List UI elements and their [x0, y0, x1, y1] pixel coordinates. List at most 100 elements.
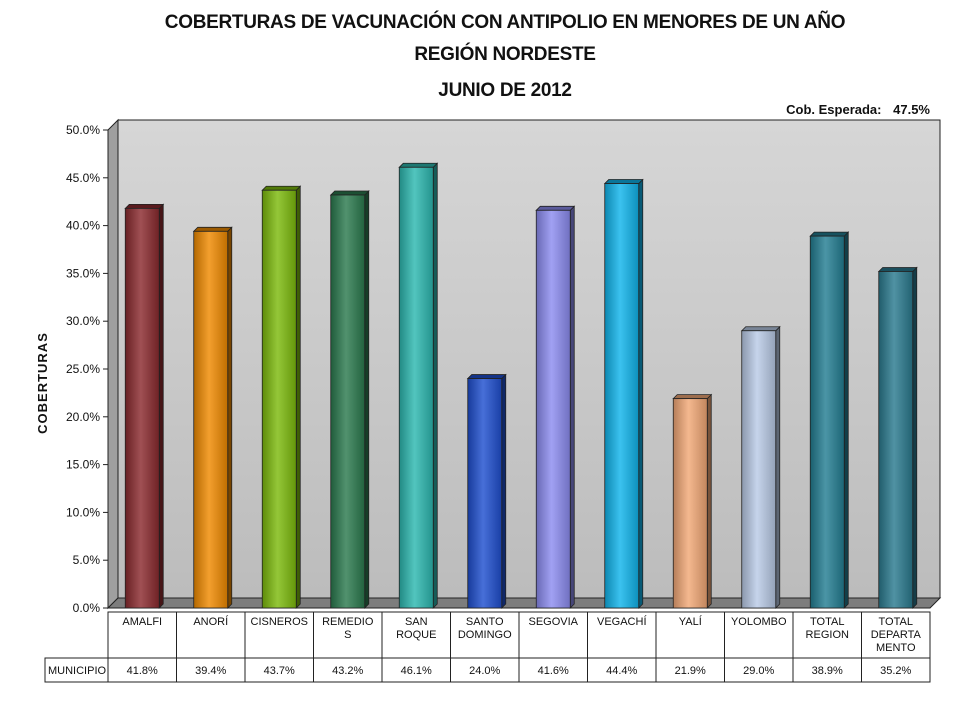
bar-front [398, 166, 434, 609]
value-label: 43.7% [264, 665, 295, 677]
category-label: YALÍ [679, 615, 703, 628]
bar-top [124, 203, 165, 209]
value-label: 29.0% [743, 665, 774, 677]
y-axis: 0.0% 5.0% 10.0% 15.0% 20.0% 25.0% 30.0% 35.0% 40… [35, 123, 108, 615]
expected-coverage-value: 47.5% [893, 102, 930, 117]
bar-top [466, 374, 507, 379]
data-table: MUNICIPIO AMALFI 41.8% ANORÍ 39.4% CISNEROS 43… [44, 611, 931, 683]
bar-top [740, 326, 781, 332]
value-label: 43.2% [332, 665, 363, 677]
bar-front [604, 183, 640, 609]
bar-front [809, 235, 845, 609]
bar-front [741, 330, 777, 609]
value-label: 39.4% [195, 665, 226, 677]
category-label: AMALFI [122, 616, 162, 628]
value-label: 41.6% [538, 665, 569, 677]
y-tick-label: 40.0% [66, 219, 100, 233]
bar-side [432, 162, 438, 609]
category-label: YOLOMBO [731, 616, 787, 628]
category-label: TOTAL [879, 616, 913, 628]
expected-coverage-label: Cob. Esperada: [786, 102, 882, 117]
bar-side [912, 266, 918, 609]
bar-top [672, 394, 713, 400]
bar [398, 162, 439, 609]
value-label: 41.8% [127, 665, 158, 677]
category-label: REMEDIO [322, 616, 374, 628]
bar-side [227, 226, 233, 609]
bar-side [843, 231, 849, 609]
bar-front [193, 230, 229, 609]
bar-top [535, 205, 576, 211]
y-tick-label: 15.0% [66, 458, 100, 472]
category-label: SAN [405, 616, 428, 628]
category-label: SEGOVIA [528, 616, 578, 628]
bar-side [569, 205, 575, 609]
y-axis-title: COBERTURAS [35, 332, 50, 434]
value-label: 44.4% [606, 665, 637, 677]
bar [466, 373, 507, 609]
bar [192, 226, 233, 609]
bar [329, 190, 370, 609]
bar [603, 178, 644, 609]
bar-side [706, 393, 712, 609]
y-tick-label: 20.0% [66, 410, 100, 424]
bar-top [398, 162, 439, 168]
bar-side [364, 190, 370, 609]
bar-front [330, 194, 366, 609]
bar-side [638, 178, 644, 609]
category-label: TOTAL [810, 616, 844, 628]
series-label-cell [44, 657, 109, 683]
chart-subtitle-date: JUNIO DE 2012 [438, 80, 572, 101]
bars [124, 162, 918, 609]
category-label: ANORÍ [193, 615, 229, 628]
bar-top [809, 231, 850, 237]
bar [809, 231, 850, 609]
category-label: VEGACHÍ [597, 615, 647, 628]
y-tick-label: 45.0% [66, 171, 100, 185]
series-name: MUNICIPIO [48, 665, 107, 677]
chart-subtitle-region: REGIÓN NORDESTE [414, 44, 596, 65]
bar-top [877, 267, 918, 272]
category-label: DEPARTA [871, 629, 922, 641]
side-wall [107, 118, 119, 610]
category-label: MENTO [876, 642, 916, 654]
back-wall [117, 119, 941, 599]
plot-area [106, 118, 942, 610]
expected-coverage: Cob. Esperada: 47.5% [786, 102, 930, 117]
bar-front [535, 209, 571, 609]
category-label: ROQUE [396, 629, 436, 641]
bar [740, 325, 781, 609]
bar-top [329, 190, 370, 196]
bar [535, 205, 576, 609]
category-label: CISNEROS [251, 616, 308, 628]
value-label: 21.9% [675, 665, 706, 677]
y-tick-label: 35.0% [66, 266, 100, 280]
bar-front [878, 271, 914, 609]
value-label: 46.1% [401, 665, 432, 677]
bar-side [501, 373, 507, 609]
value-label: 35.2% [880, 665, 911, 677]
bar-top [192, 226, 233, 232]
bar-side [775, 325, 781, 609]
floor [106, 597, 942, 609]
value-label: 38.9% [812, 665, 843, 677]
bar-front [261, 189, 297, 609]
category-label: DOMINGO [458, 629, 512, 641]
bar [877, 266, 918, 609]
bar-front [672, 398, 708, 609]
y-tick-label: 50.0% [66, 123, 100, 137]
y-tick-label: 30.0% [66, 314, 100, 328]
bar-front [124, 207, 160, 609]
bar-front [467, 378, 503, 609]
bar-top [261, 185, 302, 191]
y-tick-label: 25.0% [66, 362, 100, 376]
y-tick-label: 10.0% [66, 505, 100, 519]
bar [672, 393, 713, 609]
bar-side [295, 185, 301, 609]
bar-top [603, 179, 644, 184]
chart-title: COBERTURAS DE VACUNACIÓN CON ANTIPOLIO E… [164, 12, 846, 33]
category-label: REGION [806, 629, 849, 641]
bar [261, 185, 302, 609]
y-tick-label: 5.0% [73, 553, 101, 567]
